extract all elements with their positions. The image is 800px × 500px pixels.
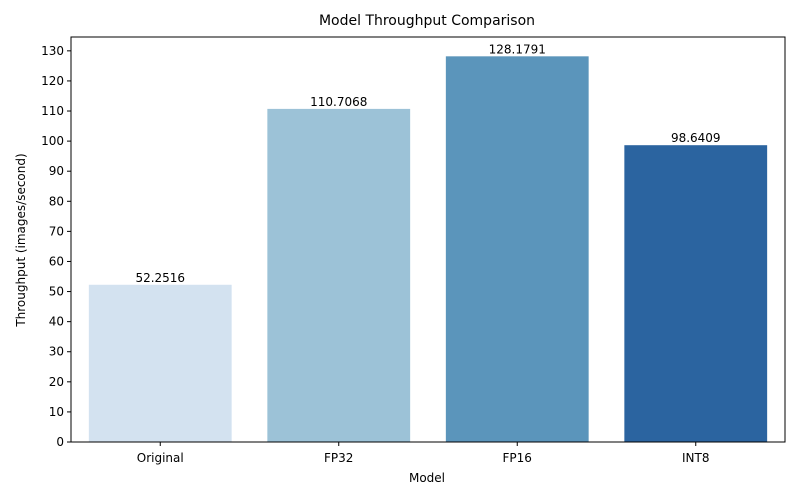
y-tick-label: 100	[41, 134, 64, 148]
y-tick-label: 40	[49, 315, 64, 329]
bar-fp32	[267, 108, 411, 443]
y-tick-label: 90	[49, 164, 64, 178]
data-label-original: 52.2516	[135, 271, 185, 285]
data-label-fp16: 128.1791	[489, 42, 546, 56]
y-tick-label: 60	[49, 254, 64, 268]
y-tick-label: 0	[56, 435, 64, 449]
bar-fp16	[445, 56, 589, 442]
bar-original	[88, 284, 232, 442]
y-axis: 0 10 20 30 40 50 60 70 80 90 100 110 120 130	[41, 44, 71, 449]
plot-frame	[70, 36, 786, 443]
x-tick-label-fp32: FP32	[324, 451, 353, 465]
x-tick-label-original: Original	[137, 451, 184, 465]
y-axis-label: Throughput (images/second)	[14, 153, 28, 327]
y-tick-label: 110	[41, 104, 64, 118]
y-tick-label: 130	[41, 44, 64, 58]
y-tick-label: 50	[49, 285, 64, 299]
y-tick-label: 120	[41, 74, 64, 88]
bars-group	[88, 56, 768, 443]
x-tick-label-int8: INT8	[682, 451, 709, 465]
y-tick-label: 20	[49, 375, 64, 389]
x-axis: Original FP32 FP16 INT8	[137, 442, 709, 465]
y-tick-label: 30	[49, 345, 64, 359]
chart-title: Model Throughput Comparison	[319, 13, 535, 29]
y-tick-label: 70	[49, 224, 64, 238]
bar-int8	[624, 145, 768, 443]
bar-labels-group: 52.2516 110.7068 128.1791 98.6409	[135, 42, 720, 284]
x-tick-label-fp16: FP16	[503, 451, 532, 465]
data-label-int8: 98.6409	[671, 131, 721, 145]
y-tick-label: 80	[49, 194, 64, 208]
x-axis-label: Model	[409, 471, 445, 485]
data-label-fp32: 110.7068	[310, 95, 367, 109]
y-tick-label: 10	[49, 405, 64, 419]
